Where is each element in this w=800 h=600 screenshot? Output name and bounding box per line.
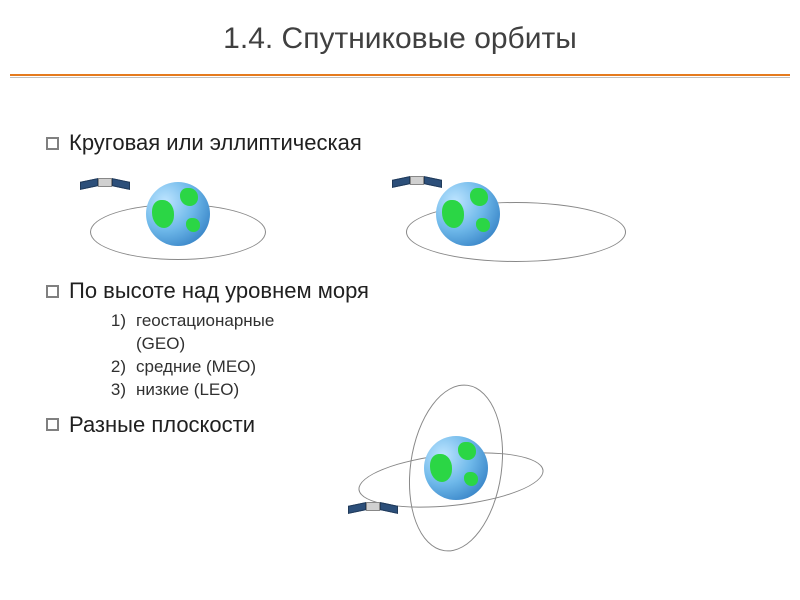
square-bullet-icon: [46, 418, 59, 431]
sublist-num: 2): [102, 356, 126, 379]
slide: 1.4. Спутниковые орбиты Круговая или элл…: [0, 0, 800, 600]
sublist-label: низкие (LEO): [136, 379, 239, 402]
sublist-label: средние (MEO): [136, 356, 256, 379]
square-bullet-icon: [46, 137, 59, 150]
earth-icon: [146, 182, 210, 246]
bullet-3-text: Разные плоскости: [69, 412, 255, 438]
orbits-row-1: [46, 162, 756, 272]
bullet-1-text: Круговая или эллиптическая: [69, 130, 362, 156]
diagram-elliptical-orbit: [406, 168, 666, 268]
bullet-2-text: По высоте над уровнем моря: [69, 278, 369, 304]
sublist-label: геостационарные (GEO): [136, 310, 316, 356]
sublist-num: 1): [102, 310, 126, 333]
divider-accent: [10, 74, 790, 76]
diagram-circular-orbit: [90, 168, 290, 268]
earth-icon: [424, 436, 488, 500]
page-title: 1.4. Спутниковые орбиты: [0, 0, 800, 56]
bullet-2: По высоте над уровнем моря: [46, 278, 756, 304]
divider: [0, 74, 800, 78]
bullet-1: Круговая или эллиптическая: [46, 130, 756, 156]
sublist-item-2: 2) средние (MEO): [102, 356, 756, 379]
content-area: Круговая или эллиптическая: [46, 130, 756, 444]
sublist-num: 3): [102, 379, 126, 402]
diagram-tilted-planes: [346, 378, 566, 568]
earth-icon: [436, 182, 500, 246]
square-bullet-icon: [46, 285, 59, 298]
sublist-item-1: 1) геостационарные (GEO): [102, 310, 756, 356]
divider-secondary: [10, 77, 790, 78]
